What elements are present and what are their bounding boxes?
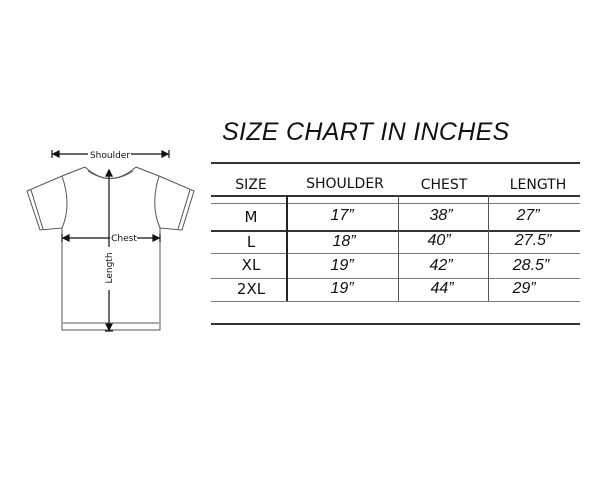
chart-title: SIZE CHART IN INCHES [222,118,510,146]
chest-cell: 44” [430,280,454,297]
shoulder-label: Shoulder [90,151,130,161]
header-size: SIZE [235,177,267,193]
table-rule [211,278,580,279]
length-cell: 27.5” [514,232,552,249]
column-divider [398,195,399,301]
length-cell: 27” [516,207,540,224]
size-cell: XL [241,256,261,274]
length-cell: 28.5” [512,257,550,274]
column-divider [488,195,489,301]
size-cell: M [244,208,258,226]
tshirt-diagram: Shoulder Chest Length [26,150,195,332]
table-rule [211,301,580,302]
shoulder-cell: 19” [330,280,354,297]
column-divider [286,195,288,301]
header-shoulder: SHOULDER [306,176,384,192]
shoulder-cell: 18” [332,233,356,250]
table-rule [211,323,580,325]
table-rule [211,195,580,197]
chest-cell: 42” [429,257,453,274]
chest-label: Chest [111,234,137,244]
header-length: LENGTH [509,177,567,193]
chest-cell: 38” [429,207,453,224]
table-rule [211,162,580,164]
shoulder-cell: 17” [330,207,354,224]
table-rule [211,203,580,204]
table-rule [211,253,580,254]
length-label: Length [105,252,115,283]
header-chest: CHEST [420,177,468,193]
size-cell: 2XL [236,280,266,298]
table-rule [211,230,580,232]
size-cell: L [246,233,256,251]
length-cell: 29” [512,280,536,297]
shoulder-cell: 19” [330,257,354,274]
chest-cell: 40” [427,232,451,249]
